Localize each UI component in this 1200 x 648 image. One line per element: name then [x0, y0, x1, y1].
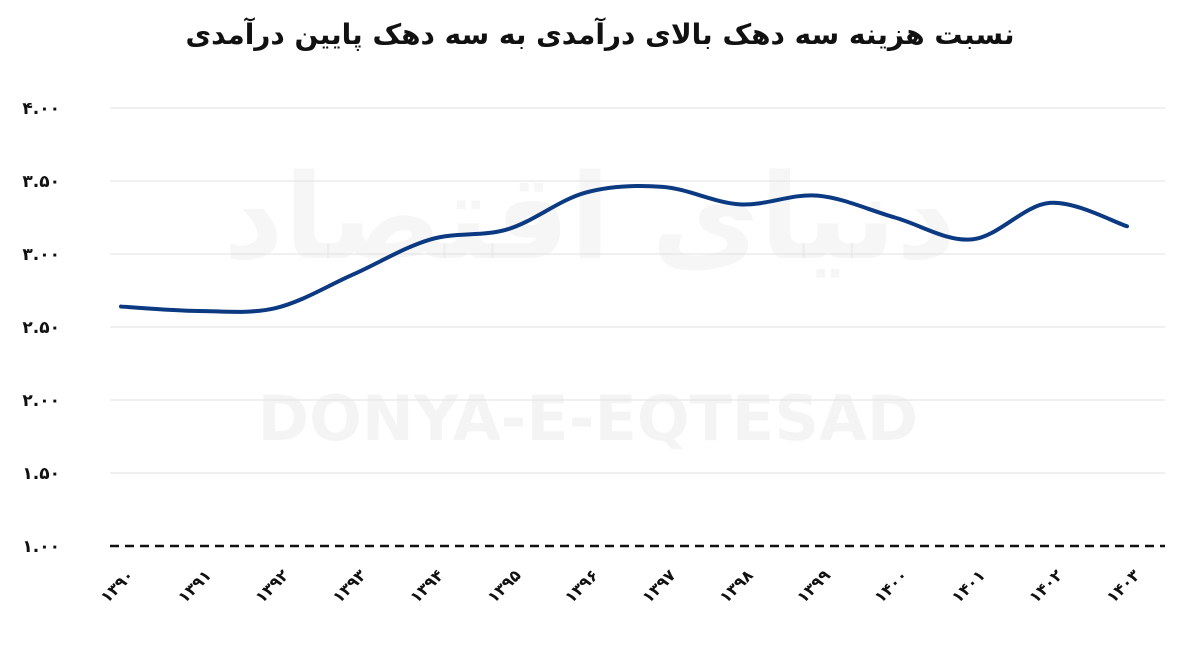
data-point — [196, 309, 200, 313]
data-point — [738, 202, 742, 206]
y-tick-label: ۲.۵۰ — [22, 318, 60, 338]
data-point — [970, 237, 974, 241]
data-point — [583, 191, 587, 195]
series-lines — [119, 183, 1129, 314]
y-tick-label: ۱.۰۰ — [22, 537, 60, 557]
data-point — [815, 194, 819, 198]
x-tick-label: ۱۳۹۷ — [638, 565, 679, 606]
y-tick-label: ۱.۵۰ — [22, 464, 60, 484]
data-point — [351, 272, 355, 276]
x-tick-label: ۱۳۹۶ — [561, 566, 602, 607]
data-point — [661, 185, 665, 189]
x-tick-label: ۱۳۹۳ — [329, 565, 370, 606]
chart-title: نسبت هزینه سه دهک بالای درآمدی به سه دهک… — [185, 18, 1015, 51]
series-line — [119, 183, 1129, 314]
x-axis-ticks: ۱۳۹۰ ۱۳۹۱ ۱۳۹۲ ۱۳۹۳ ۱۳۹۴ ۱۳۹۵ ۱۳۹۶ ۱۳۹۷ ۱۳۹۸ ۱۳۹۹… — [97, 565, 1144, 606]
x-tick-label: ۱۳۹۹ — [793, 565, 834, 606]
data-point — [274, 306, 278, 310]
x-tick-label: ۱۴۰۲ — [1025, 565, 1066, 606]
x-tick-label: ۱۳۹۲ — [251, 565, 292, 606]
x-tick-label: ۱۴۰۳ — [1103, 565, 1144, 606]
data-point — [1048, 201, 1052, 205]
x-tick-label: ۱۳۹۰ — [97, 566, 138, 607]
y-axis-ticks: ۱.۰۰ ۱.۵۰ ۲.۰۰ ۲.۵۰ ۳.۰۰ ۳.۵۰ ۴.۰۰ — [22, 99, 60, 557]
y-tick-label: ۳.۵۰ — [22, 172, 60, 192]
x-tick-label: ۱۳۹۴ — [406, 565, 447, 606]
x-tick-label: ۱۳۹۸ — [716, 565, 757, 606]
x-tick-label: ۱۴۰۱ — [948, 566, 989, 607]
data-point — [1125, 224, 1129, 228]
watermark-latin: DONYA-E-EQTESAD — [258, 382, 919, 455]
x-tick-label: ۱۳۹۱ — [174, 566, 215, 607]
watermark: دنیای اقتصاد DONYA-E-EQTESAD — [223, 148, 957, 455]
data-point — [506, 227, 510, 231]
y-tick-label: ۲.۰۰ — [22, 391, 60, 411]
data-point — [119, 305, 123, 309]
data-point — [893, 216, 897, 220]
x-tick-label: ۱۳۹۵ — [484, 565, 525, 606]
watermark-persian: دنیای اقتصاد — [223, 148, 957, 286]
x-tick-label: ۱۴۰۰ — [870, 566, 911, 607]
y-tick-label: ۳.۰۰ — [22, 245, 60, 265]
y-tick-label: ۴.۰۰ — [22, 99, 60, 119]
data-point — [429, 237, 433, 241]
gridlines — [110, 107, 1165, 548]
